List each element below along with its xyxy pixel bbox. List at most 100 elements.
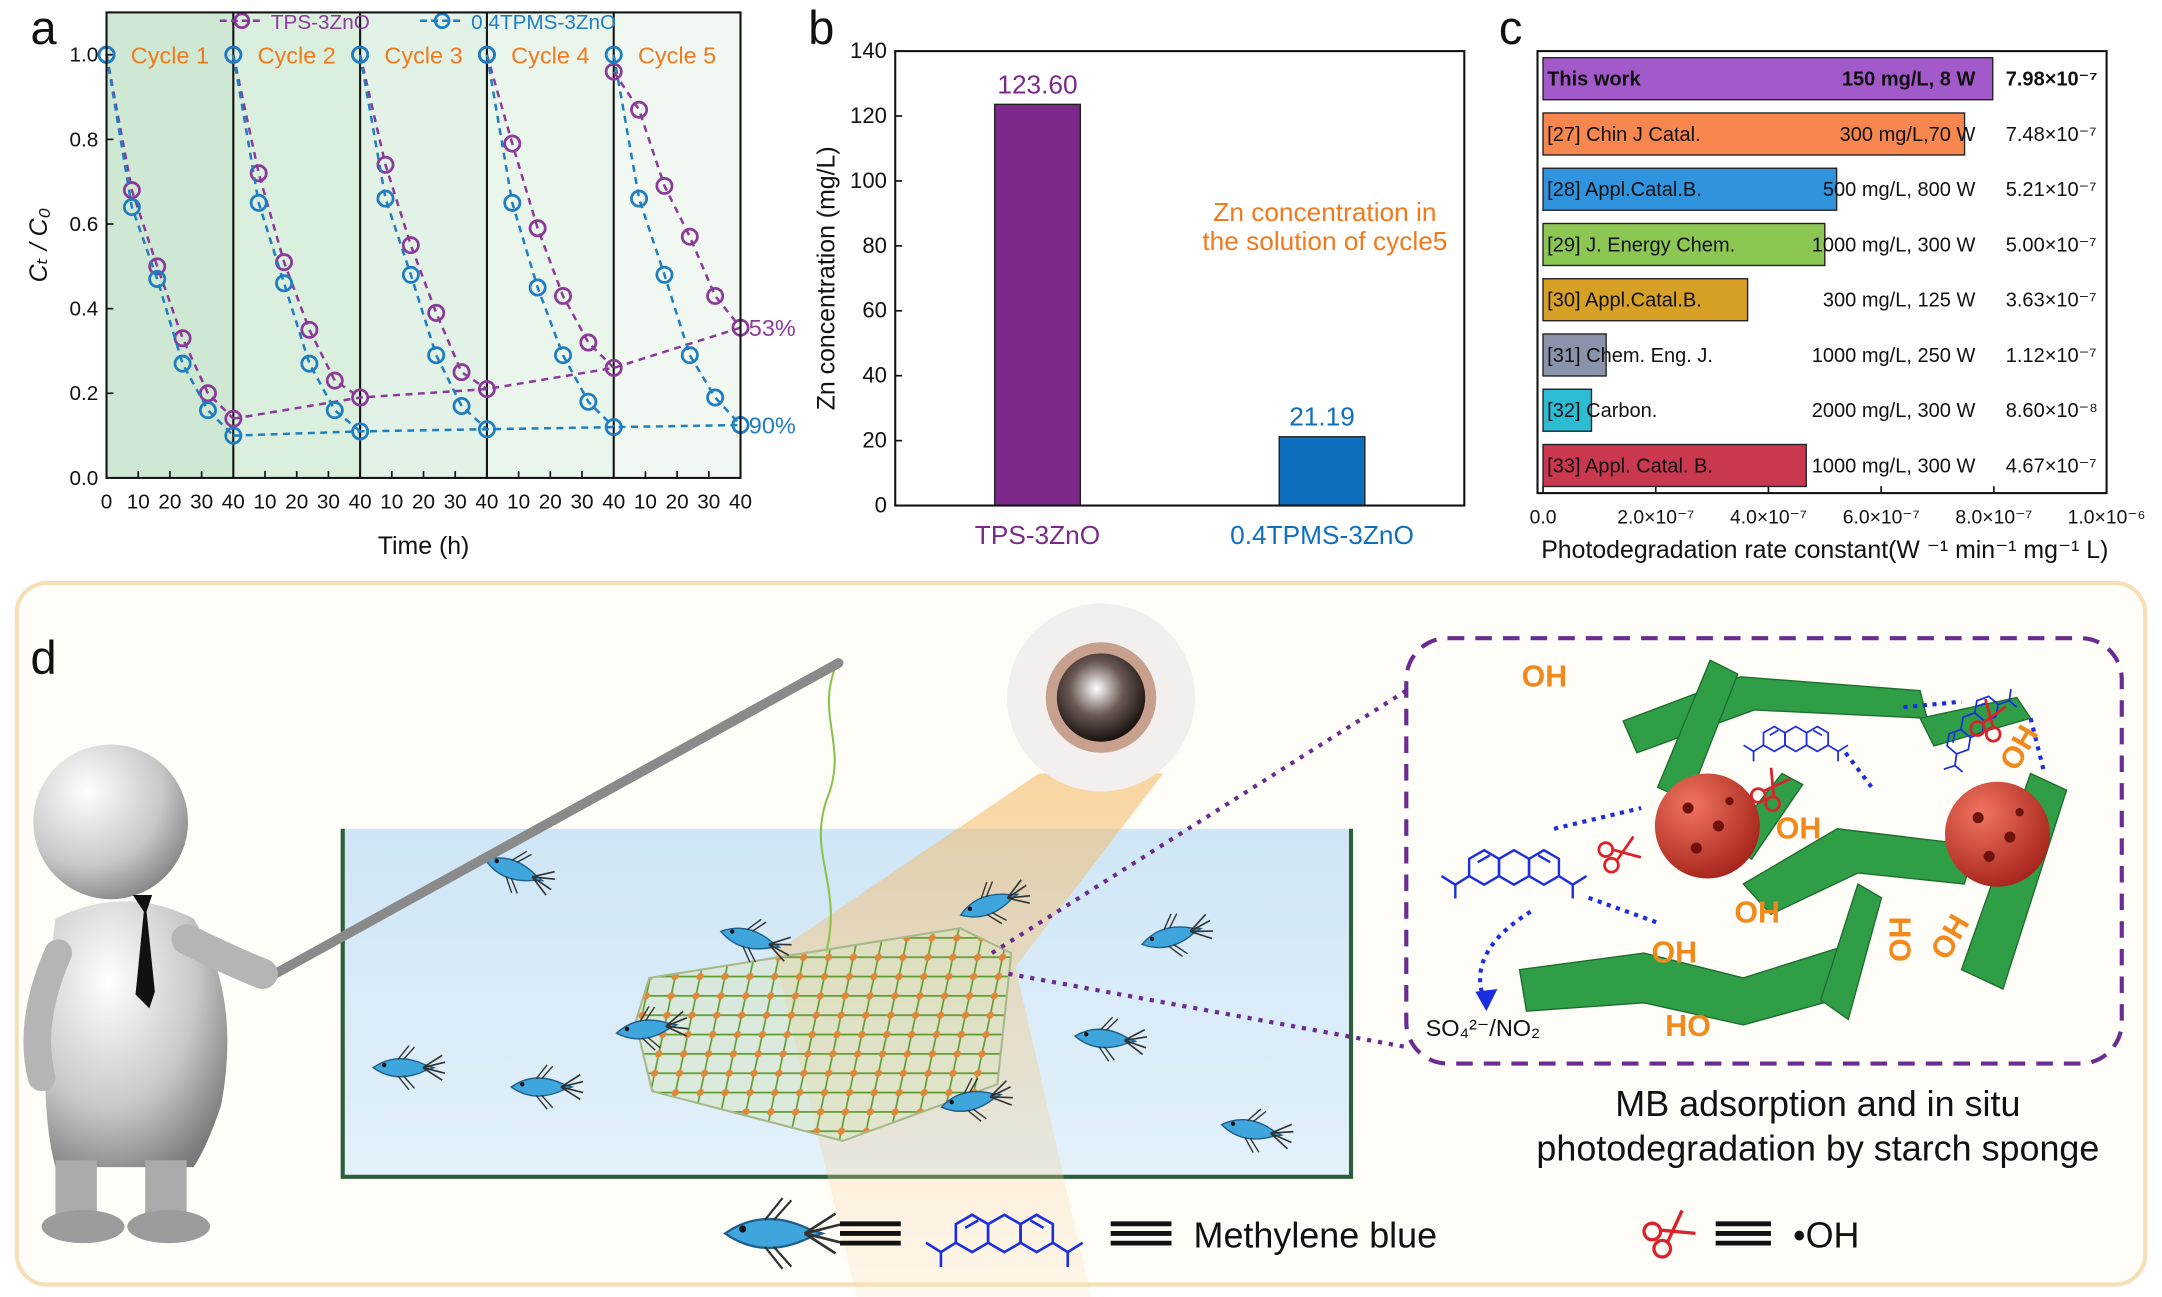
end-label: 90% <box>749 412 796 438</box>
data-point <box>249 164 268 183</box>
condition-label: 150 mg/L, 8 W <box>1842 69 1976 91</box>
person-part <box>257 658 844 986</box>
series-line <box>358 54 488 431</box>
x-tick-label: 30 <box>444 490 467 513</box>
x-tick-label: 30 <box>190 490 213 513</box>
data-point <box>655 176 674 195</box>
panel-label: a <box>31 1 58 54</box>
hydroxyl-label: OH <box>1734 896 1780 930</box>
cycle-title: Cycle 3 <box>384 43 462 69</box>
x-tick-label: 40 <box>222 490 245 513</box>
y-tick-label: 40 <box>862 363 887 388</box>
x-tick-label: 20 <box>285 490 308 513</box>
x-tick-label: 20 <box>539 490 562 513</box>
y-tick-label: 120 <box>850 103 887 128</box>
zno-sphere <box>1654 773 2050 887</box>
condition-label: 1000 mg/L, 300 W <box>1812 234 1976 256</box>
category-label: [28] Appl.Catal.B. <box>1547 179 1702 201</box>
person-part <box>127 1209 211 1244</box>
category-label: [32] Carbon. <box>1547 400 1657 422</box>
legend-label: •OH <box>1793 1214 1859 1255</box>
caption: photodegradation by starch sponge <box>1536 1127 2099 1168</box>
hydroxyl-label: OH <box>1651 936 1697 970</box>
data-point <box>503 193 522 212</box>
series-line <box>232 54 361 433</box>
interaction-line-part <box>1843 751 1874 789</box>
fishing-line <box>819 665 837 954</box>
x-tick-label: 40 <box>475 490 498 513</box>
value-label: 123.60 <box>997 69 1077 99</box>
data-point <box>579 333 598 352</box>
bar <box>1542 112 1966 156</box>
data-point <box>148 257 167 276</box>
data-point <box>503 134 522 153</box>
data-point <box>554 346 572 365</box>
data-point <box>427 303 446 322</box>
trend-line <box>233 326 741 420</box>
hydroxyl-label: HO <box>1883 916 1917 962</box>
zoom-line <box>990 688 1408 1050</box>
data-point <box>224 45 243 64</box>
x-tick-label: 20 <box>158 490 181 513</box>
legend-label: TPS-3ZnO <box>271 11 370 34</box>
legend-label: 0.4TPMS-3ZnO <box>471 11 616 34</box>
data-point <box>325 371 344 390</box>
data-point <box>604 62 623 81</box>
x-tick-label: 8.0×10⁻⁷ <box>1955 507 2032 528</box>
y-tick-label: 140 <box>850 38 887 63</box>
y-tick-label: 0.8 <box>69 128 98 151</box>
y-tick-label: 60 <box>862 298 887 323</box>
y-tick-label: 1.0 <box>69 44 98 67</box>
y-tick-label: 0.4 <box>69 298 98 321</box>
interaction-line-part <box>1587 895 1659 925</box>
data-point <box>452 363 471 382</box>
cycle-title: Cycle 1 <box>131 43 209 69</box>
person-part <box>33 744 189 900</box>
x-tick-label: 30 <box>571 490 594 513</box>
data-point <box>325 401 344 420</box>
data-point <box>554 286 572 305</box>
person-part <box>132 895 155 1009</box>
y-tick-label: 0.2 <box>69 382 98 405</box>
bar <box>1542 388 1593 432</box>
plot-frame <box>894 50 1466 507</box>
person-part <box>171 924 278 989</box>
bar <box>1542 57 1994 101</box>
starch-sheets-part <box>1819 882 1883 1021</box>
series-line <box>232 54 361 399</box>
data-point <box>173 354 192 373</box>
series-line <box>485 54 615 429</box>
annotation: Zn concentration in <box>1213 197 1436 227</box>
y-tick-label: 100 <box>850 168 887 193</box>
value-label: 21.19 <box>1289 402 1355 432</box>
data-point <box>148 270 167 289</box>
series-line <box>105 54 235 437</box>
data-point <box>427 346 446 365</box>
condition-label: 300 mg/L, 125 W <box>1823 290 1976 312</box>
zno-sphere-part-part <box>2004 831 2016 843</box>
legend-label: Methylene blue <box>1194 1214 1438 1255</box>
x-tick-label: 40 <box>349 490 372 513</box>
y-tick-label: 80 <box>862 233 887 258</box>
zno-sphere-part <box>1682 796 2024 862</box>
bar <box>1542 443 1807 488</box>
cycle-background <box>233 12 361 478</box>
person-part <box>23 939 72 1092</box>
trend-line <box>233 423 741 437</box>
data-point <box>198 384 217 403</box>
person-part <box>41 1209 125 1244</box>
lens-part <box>1056 653 1146 742</box>
data-point <box>198 401 217 420</box>
data-point <box>351 45 370 64</box>
panel-label: d <box>31 631 57 684</box>
x-tick-label: TPS-3ZnO <box>975 520 1100 550</box>
x-tick-label: 40 <box>602 490 625 513</box>
data-point <box>579 392 598 411</box>
zno-sphere-part <box>1654 773 1760 879</box>
bar <box>1278 436 1366 507</box>
value-label: 7.48×10⁻⁷ <box>2006 124 2097 146</box>
interaction-line-part <box>1903 699 1962 710</box>
x-tick-label: 10 <box>254 490 277 513</box>
lens <box>1007 603 1195 792</box>
x-tick-label: 0 <box>101 490 113 513</box>
